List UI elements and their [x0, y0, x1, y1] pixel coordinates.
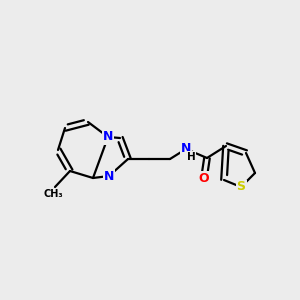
Text: H: H — [187, 152, 195, 162]
Text: CH₃: CH₃ — [43, 189, 63, 199]
Text: O: O — [199, 172, 209, 184]
Text: N: N — [181, 142, 191, 155]
Text: S: S — [236, 181, 245, 194]
Text: N: N — [104, 169, 114, 182]
Text: N: N — [103, 130, 113, 143]
